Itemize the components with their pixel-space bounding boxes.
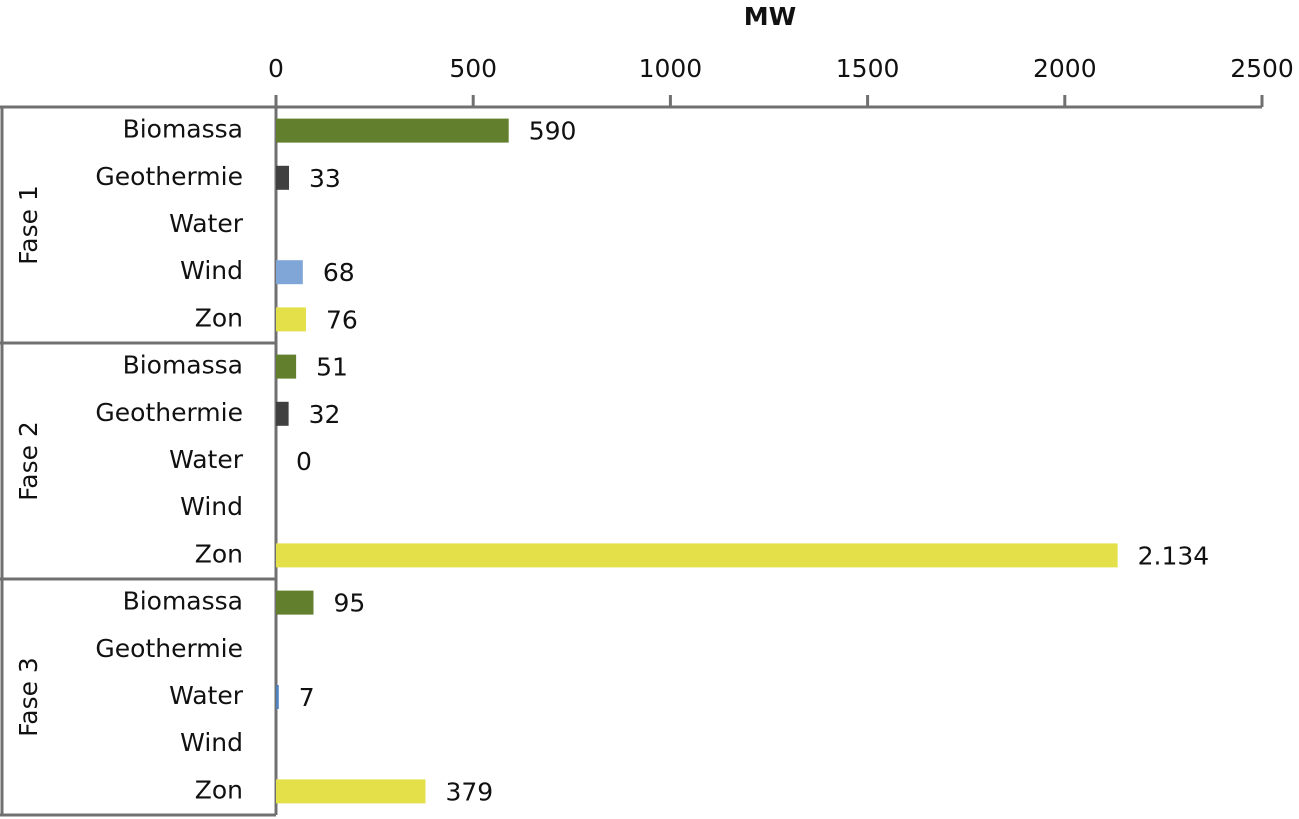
bar [276, 590, 314, 615]
x-tick-label: 1000 [639, 54, 703, 83]
chart-title: MW [744, 2, 796, 31]
category-label: Geothermie [95, 398, 243, 427]
category-label: Water [169, 209, 244, 238]
x-tick-label: 2000 [1033, 54, 1097, 83]
category-label: Zon [195, 775, 243, 804]
category-label: Wind [180, 256, 243, 285]
category-label: Zon [195, 539, 243, 568]
data-label: 32 [309, 400, 341, 429]
category-label: Water [169, 445, 244, 474]
data-label: 7 [299, 683, 315, 712]
group-label: Fase 1 [14, 185, 43, 265]
data-label: 76 [326, 305, 358, 334]
category-label: Geothermie [95, 162, 243, 191]
bar [276, 401, 289, 426]
category-label: Zon [195, 303, 243, 332]
bar [276, 685, 279, 709]
x-tick-label: 500 [449, 54, 497, 83]
category-label: Biomassa [123, 351, 243, 380]
category-label: Water [169, 681, 244, 710]
category-label: Biomassa [123, 587, 243, 616]
bar [276, 165, 290, 190]
category-label: Wind [180, 728, 243, 757]
x-tick-label: 0 [268, 54, 284, 83]
bar [276, 543, 1118, 568]
data-label: 95 [333, 589, 365, 618]
bar [276, 307, 306, 332]
category-label: Wind [180, 492, 243, 521]
data-label: 590 [529, 117, 577, 146]
group-label: Fase 3 [14, 657, 43, 737]
data-label: 2.134 [1138, 541, 1210, 570]
data-label: 51 [316, 353, 348, 382]
bar [276, 779, 426, 804]
bar [276, 118, 509, 143]
x-tick-label: 2500 [1230, 54, 1294, 83]
bar [276, 354, 297, 379]
x-tick-label: 1500 [836, 54, 900, 83]
data-label: 379 [445, 777, 493, 806]
category-label: Geothermie [95, 634, 243, 663]
data-label: 33 [309, 164, 341, 193]
data-label: 0 [296, 447, 312, 476]
bar [276, 260, 303, 285]
data-label: 68 [323, 258, 355, 287]
group-label: Fase 2 [14, 421, 43, 501]
category-label: Biomassa [123, 115, 243, 144]
